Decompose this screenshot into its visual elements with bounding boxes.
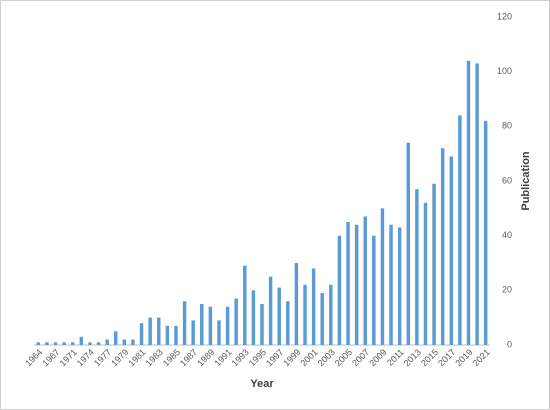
bar [303,284,307,345]
y-tick-label: 0 [507,339,512,349]
y-tick-label: 120 [497,11,512,21]
bar [122,339,127,345]
y-axis-title: Publication [520,151,532,211]
bar [329,284,333,345]
bar [191,320,195,345]
bar [268,276,273,345]
bar [45,342,49,345]
bar [234,298,238,345]
bar [363,216,367,345]
bar [311,268,316,345]
y-tick-label: 80 [502,121,512,131]
bar [208,306,213,345]
bar [131,339,135,345]
y-tick-label: 20 [502,285,512,295]
bar [440,148,445,345]
bar [337,235,342,345]
y-tick-label: 60 [502,175,512,185]
bar [449,156,454,345]
bar [225,306,230,345]
bar [217,320,221,345]
bar [380,208,385,345]
bar [458,115,462,346]
bar [251,290,256,345]
bar [320,293,324,345]
bar [53,342,58,345]
bar [70,342,75,345]
bar [200,304,204,345]
bar [182,301,187,345]
bar [260,304,264,345]
bar [389,224,393,345]
bar [157,317,161,345]
bar [483,120,488,345]
bar [79,336,84,345]
bar [277,287,281,345]
bar [105,339,109,345]
bar [346,222,350,345]
bar [372,235,376,345]
bar [354,224,359,345]
bar [397,227,402,345]
bar [88,342,92,345]
bar [432,183,436,345]
bar [36,342,41,345]
bar [174,325,178,345]
y-tick-label: 40 [502,230,512,240]
bar [286,301,290,345]
bar [415,189,419,345]
bar [294,263,299,345]
y-tick-label: 100 [497,66,512,76]
bar [243,265,247,345]
bar [475,63,479,345]
bar [114,331,118,345]
bar [406,142,410,345]
bar [165,325,170,345]
bar [96,342,101,345]
bar [466,60,471,345]
bar [148,317,152,345]
bar [62,342,66,345]
x-axis-title: Year [250,378,274,390]
bar [139,323,144,345]
bar [423,202,428,345]
